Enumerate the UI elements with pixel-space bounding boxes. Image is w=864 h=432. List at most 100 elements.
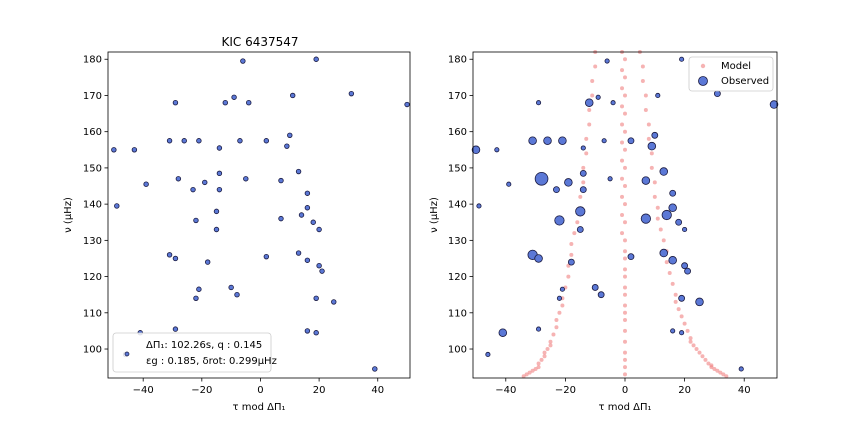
observed-point [298,212,305,218]
observed-point [228,284,234,291]
observed-point [172,326,179,332]
model-point [640,78,645,83]
observed-point [331,299,337,305]
observed-point [769,100,779,109]
model-point [688,339,693,344]
model-point [569,241,574,246]
model-point [527,370,532,375]
observed-point [196,286,202,292]
observed-point [738,366,744,372]
observed-point [681,262,689,270]
right-xtick-label: −40 [495,385,516,396]
observed-point [498,328,508,337]
observed-point [319,268,325,274]
observed-point [564,178,573,187]
observed-point [181,138,187,144]
model-point [715,368,720,373]
model-point [620,176,625,181]
model-point [649,165,654,170]
model-point [670,281,675,286]
model-point [620,213,625,217]
left-axes-frame [107,51,411,379]
left-ytick-label: 150 [83,163,102,174]
observed-point [661,209,672,221]
observed-point [240,58,246,64]
observed-point [196,138,202,144]
model-point [557,310,562,315]
observed-point [610,100,616,106]
right-ytick-label: 110 [448,308,467,319]
model-point [623,93,627,98]
legend-observed-label: Observed [721,76,769,87]
model-point [620,122,625,127]
observed-point [231,94,237,100]
model-point [623,310,627,315]
observed-point [304,205,311,211]
right-ytick-label: 120 [448,272,467,283]
observed-point [534,171,549,186]
model-point [581,165,586,170]
observed-point [143,181,149,187]
model-point [575,220,580,225]
model-point [587,122,592,127]
right-xtick-label: 0 [622,385,628,396]
observed-point [528,136,537,145]
left-xtick-label: −20 [191,385,212,396]
left-xtick-label: 0 [257,385,263,396]
model-point [676,307,681,312]
model-point [620,68,625,73]
observed-point [695,297,704,307]
observed-point [476,203,482,209]
model-point [590,78,595,83]
right-y-ticks: 100 110 120 130 140 150 160 170 180 [448,55,473,356]
model-point [623,129,627,134]
observed-point [641,176,651,185]
left-ytick-label: 120 [83,272,102,283]
observed-point [166,252,173,258]
observed-point [595,94,601,100]
observed-point [243,176,249,182]
model-point [655,216,660,221]
model-point [539,357,544,362]
observed-point [659,248,668,258]
observed-point [471,145,481,155]
model-point [560,303,565,308]
left-ytick-label: 100 [83,345,102,356]
model-point [623,57,627,62]
model-point [685,328,690,333]
legend-model-label: Model [721,61,751,72]
model-point [679,314,684,319]
observed-point [216,170,223,177]
model-point [652,180,657,185]
observed-point [558,136,567,145]
right-xtick-label: 20 [678,385,691,396]
model-point [620,194,625,199]
observed-point [627,137,635,145]
model-point [623,292,627,297]
right-ytick-label: 130 [448,236,467,247]
left-annotation-box: ΔΠ₁: 102.26s, q : 0.145 εg : 0.185, δrot… [112,332,277,373]
observed-point [222,100,228,106]
model-point [554,318,559,323]
observed-point [193,217,199,224]
model-point [697,350,702,355]
observed-point [202,179,208,186]
observed-point [175,176,182,182]
model-point [623,75,627,80]
model-point [620,86,625,91]
model-point [682,321,687,326]
model-point [566,274,571,279]
model-point [584,136,589,141]
model-point [646,136,651,141]
model-point [709,365,714,370]
model-point [569,252,574,257]
model-point [536,365,541,370]
model-point [700,354,705,359]
model-point [581,180,586,185]
observed-point [668,256,677,265]
right-observed-points [471,56,779,372]
model-point [542,350,547,355]
observed-point [172,100,179,106]
model-point [623,184,627,189]
